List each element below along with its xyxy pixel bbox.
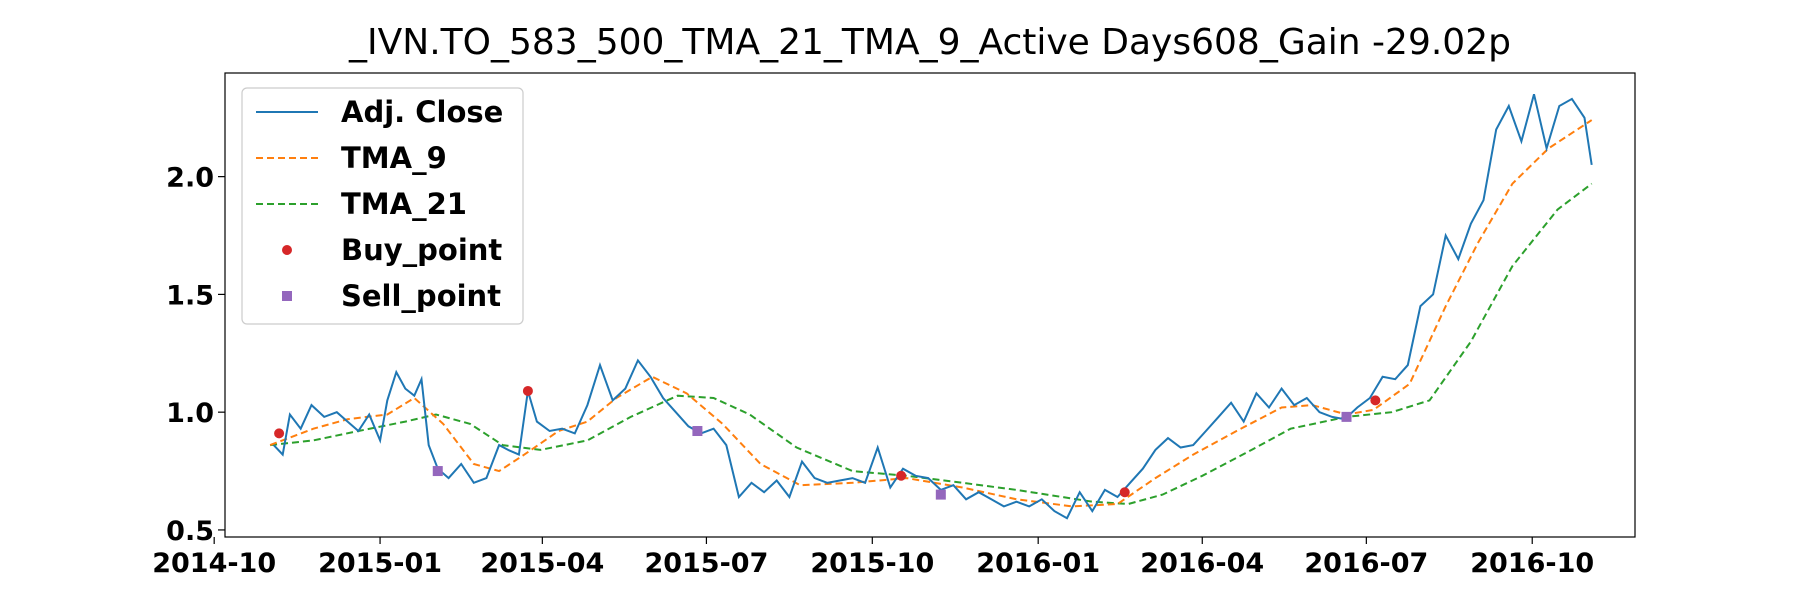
- x-tick-label: 2015-04: [480, 548, 604, 579]
- legend-label-tma-9: TMA_9: [341, 141, 447, 175]
- series-line-tma-9: [269, 119, 1593, 508]
- x-tick-label: 2014-10: [152, 548, 276, 579]
- series-markers: [274, 385, 1381, 500]
- legend-box: [241, 87, 524, 325]
- legend-label-sell-point: Sell_point: [341, 279, 501, 313]
- x-tick-label: 2015-07: [644, 548, 768, 579]
- buy-point-marker: [1119, 487, 1130, 498]
- series-lines: [269, 93, 1593, 520]
- series-line-adj-close: [272, 93, 1593, 520]
- x-tick-label: 2016-10: [1470, 548, 1594, 579]
- x-tick-label: 2016-01: [976, 548, 1100, 579]
- x-tick-label: 2015-10: [810, 548, 934, 579]
- legend-label-tma-21: TMA_21: [341, 187, 467, 221]
- buy-point-marker: [1370, 395, 1381, 406]
- y-tick-label: 1.0: [166, 398, 214, 429]
- sell-point-marker: [432, 466, 443, 477]
- buy-point-marker: [274, 428, 285, 439]
- plot-area: [224, 72, 1636, 538]
- buy-point-marker: [522, 385, 533, 396]
- x-tick-label: 2016-04: [1140, 548, 1264, 579]
- sell-point-marker: [935, 489, 946, 500]
- y-tick-label: 0.5: [166, 516, 214, 547]
- legend-label-adj-close: Adj. Close: [341, 95, 503, 129]
- sell-point-marker: [692, 426, 703, 437]
- x-tick-label: 2015-01: [318, 548, 442, 579]
- buy-point-marker: [896, 470, 907, 481]
- chart-title: _IVN.TO_583_500_TMA_21_TMA_9_Active Days…: [349, 22, 1511, 63]
- legend-swatch-sell-point: [282, 291, 292, 301]
- x-tick-label: 2016-07: [1304, 548, 1428, 579]
- axis-ticks: 2014-10 2015-01 2015-04 2015-07 2015-10 2016-…: [152, 163, 1594, 579]
- legend-swatch-buy-point: [282, 245, 292, 255]
- legend: Adj. Close TMA_9 TMA_21 Buy_point Sell_point: [241, 87, 524, 325]
- y-tick-label: 2.0: [166, 163, 214, 194]
- legend-label-buy-point: Buy_point: [341, 233, 502, 267]
- series-line-tma-21: [269, 182, 1593, 506]
- sell-point-marker: [1341, 411, 1352, 422]
- y-tick-label: 1.5: [166, 280, 214, 311]
